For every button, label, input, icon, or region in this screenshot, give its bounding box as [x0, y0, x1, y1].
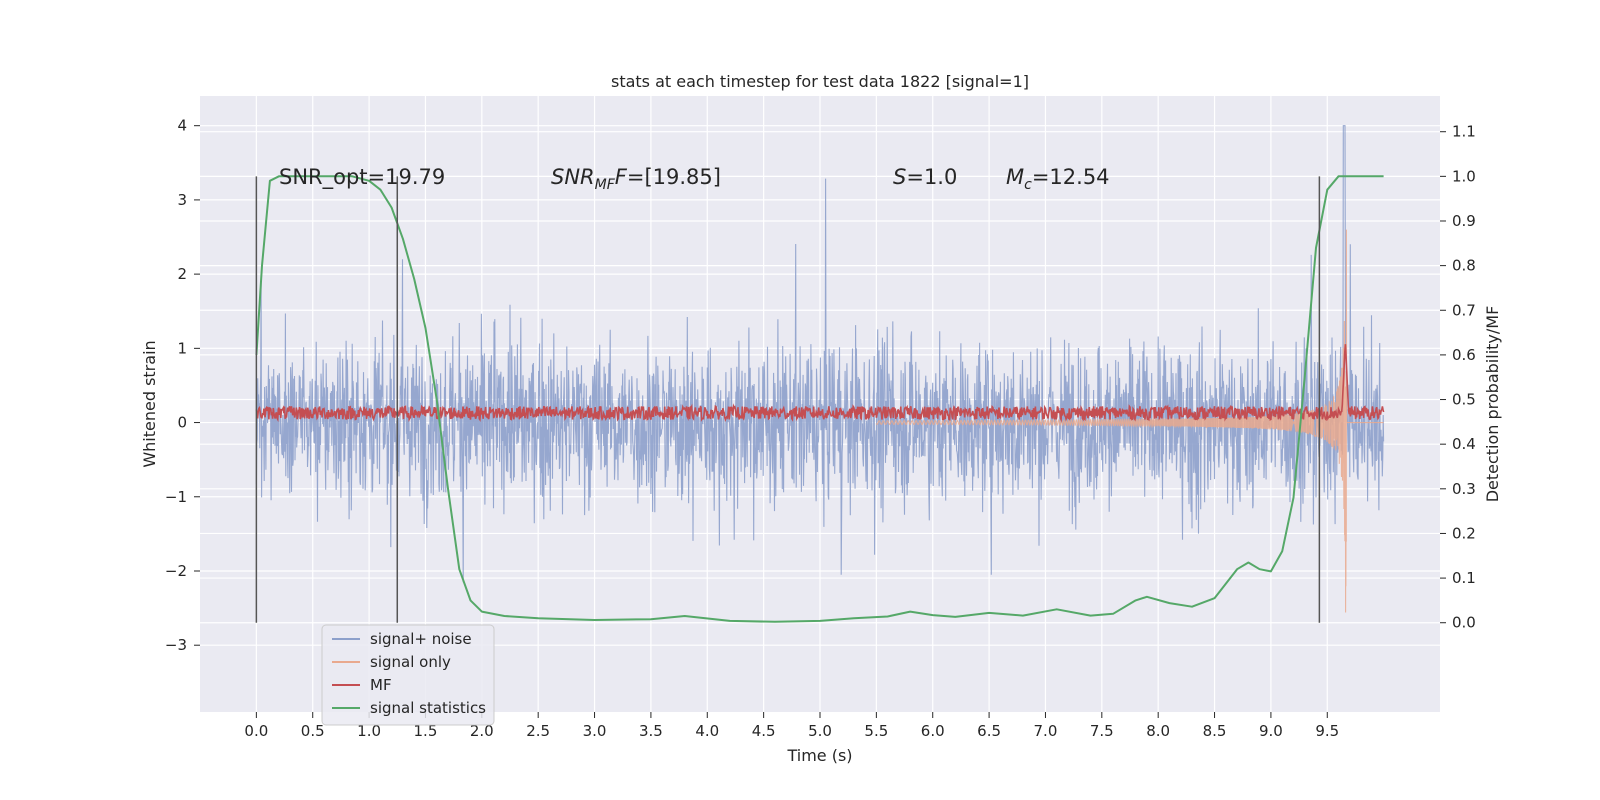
annotation-snr-mf-symbol: SNR — [551, 165, 595, 189]
y-tick-label: −3 — [165, 636, 187, 654]
y-right-tick-label: 0.3 — [1452, 480, 1476, 498]
x-tick-label: 4.0 — [695, 722, 719, 740]
annotation-mc-value: =12.54 — [1032, 165, 1110, 189]
y-right-tick-label: 0.6 — [1452, 346, 1476, 364]
x-tick-label: 0.5 — [301, 722, 325, 740]
x-tick-label: 9.0 — [1259, 722, 1283, 740]
y-axis-left-ticks: 4 3 2 1 0 −1 −2 −3 — [165, 117, 200, 654]
annotation-s-value: =1.0 — [906, 165, 957, 189]
x-tick-label: 2.5 — [526, 722, 550, 740]
x-tick-label: 0.0 — [244, 722, 268, 740]
y-right-tick-label: 0.1 — [1452, 569, 1476, 587]
y-axis-right-ticks: 1.1 1.0 0.9 0.8 0.7 0.6 0.5 0.4 0.3 0.2 0.1 0.0 — [1440, 123, 1476, 632]
chart-title: stats at each timestep for test data 182… — [611, 72, 1029, 91]
annotation-snr-mf-value: =[19.85] — [627, 165, 721, 189]
legend: signal+ noise signal only MF signal stat… — [321, 624, 495, 726]
x-axis-ticks: 0.0 0.5 1.0 1.5 2.0 2.5 3.0 3.5 4.0 4.5 5.0 5.5 6.0 6… — [244, 712, 1339, 740]
x-tick-label: 3.5 — [639, 722, 663, 740]
y-right-tick-label: 1.1 — [1452, 123, 1476, 141]
y-right-tick-label: 0.8 — [1452, 257, 1476, 275]
annotation-mc: Mc=12.54 — [1006, 165, 1110, 193]
legend-box — [321, 624, 495, 726]
annotation-snr-mf: SNRMFF=[19.85] — [551, 165, 721, 193]
annotation-snr-mf-subscript: MF — [595, 177, 616, 193]
y-right-tick-label: 1.0 — [1452, 167, 1476, 185]
x-tick-label: 9.5 — [1315, 722, 1339, 740]
legend-label-signal-statistics: signal statistics — [370, 699, 486, 717]
series-signal-statistics-line — [255, 175, 1384, 623]
legend-label-signal-noise: signal+ noise — [370, 630, 472, 648]
x-axis-label: Time (s) — [786, 746, 852, 765]
y-right-tick-label: 0.7 — [1452, 301, 1476, 319]
y-tick-label: −1 — [165, 488, 187, 506]
legend-label-mf: MF — [370, 676, 392, 694]
y-tick-label: 1 — [177, 339, 187, 357]
x-tick-label: 1.5 — [414, 722, 438, 740]
x-tick-label: 2.0 — [470, 722, 494, 740]
annotation-mc-subscript: c — [1024, 177, 1032, 193]
y-tick-label: 4 — [177, 117, 187, 135]
annotation-s-symbol: S — [893, 165, 906, 189]
x-tick-label: 6.0 — [921, 722, 945, 740]
x-tick-label: 6.5 — [977, 722, 1001, 740]
x-tick-label: 4.5 — [752, 722, 776, 740]
annotation-mc-symbol: M — [1006, 165, 1024, 189]
x-tick-label: 7.5 — [1090, 722, 1114, 740]
y-tick-label: −2 — [165, 562, 187, 580]
y-tick-label: 3 — [177, 191, 187, 209]
legend-label-signal-only: signal only — [370, 653, 451, 671]
x-tick-label: 7.0 — [1034, 722, 1058, 740]
annotation-s: S=1.0 — [893, 165, 957, 189]
annotation-snr-opt: SNR_opt=19.79 — [279, 165, 445, 190]
y-tick-label: 2 — [177, 265, 187, 283]
annotations: SNR_opt=19.79 SNRMFF=[19.85] S=1.0 Mc=12… — [279, 165, 1110, 193]
plot-data — [255, 125, 1385, 623]
y-right-tick-label: 0.9 — [1452, 212, 1476, 230]
y-axis-right-label: Detection probability/MF — [1483, 306, 1502, 503]
x-tick-label: 8.0 — [1146, 722, 1170, 740]
series-mf-line — [255, 344, 1385, 423]
y-right-tick-label: 0.2 — [1452, 524, 1476, 542]
vertical-markers — [255, 176, 1321, 623]
y-right-tick-label: 0.5 — [1452, 391, 1476, 409]
y-right-tick-label: 0.0 — [1452, 614, 1476, 632]
y-axis-label: Whitened strain — [140, 340, 159, 467]
series-signal-noise-line — [255, 125, 1385, 583]
x-tick-label: 1.0 — [357, 722, 381, 740]
y-tick-label: 0 — [177, 414, 187, 432]
x-tick-label: 3.0 — [583, 722, 607, 740]
x-tick-label: 5.0 — [808, 722, 832, 740]
y-right-tick-label: 0.4 — [1452, 435, 1476, 453]
x-tick-label: 5.5 — [864, 722, 888, 740]
x-tick-label: 8.5 — [1203, 722, 1227, 740]
